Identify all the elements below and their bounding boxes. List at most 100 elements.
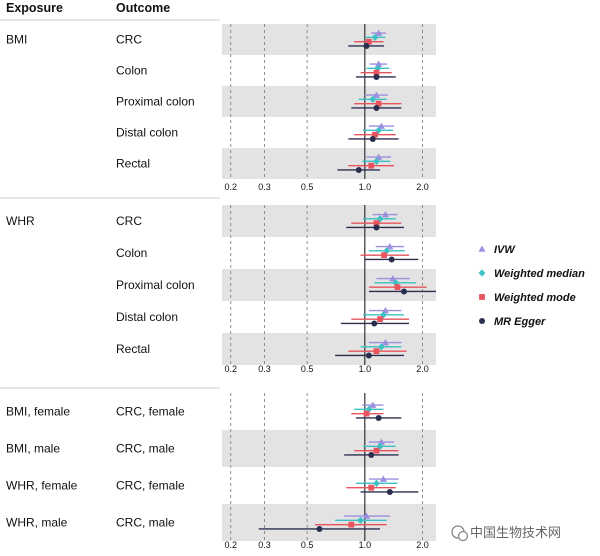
point-estimate [316,525,323,532]
point-estimate [373,479,380,487]
x-tick-label: 1.0 [359,182,372,192]
point-estimate [373,224,380,231]
forest-row: BMI, male CRC, male [6,438,399,458]
x-tick-label: 0.3 [258,364,271,374]
exposure-label: WHR [6,214,35,228]
legend-triangle-icon [478,245,486,252]
outcome-label: CRC [116,214,142,228]
x-tick-label: 1.0 [359,364,372,374]
point-estimate [389,275,397,282]
forest-row: Proximal colon [116,91,402,111]
point-estimate [377,316,383,323]
point-estimate [400,288,407,295]
point-estimate [377,122,385,129]
legend-label: MR Egger [494,316,546,328]
x-tick-label: 0.2 [225,364,238,374]
outcome-label: Distal colon [116,126,178,140]
row-band [222,269,436,301]
forest-row: Colon [116,243,419,263]
x-tick-label: 0.3 [258,540,271,550]
x-tick-label: 2.0 [416,364,429,374]
watermark-text: 中国生物技术网 [470,525,561,540]
point-estimate [373,447,380,454]
point-estimate [373,348,380,355]
point-estimate [381,252,387,259]
point-estimate [373,220,380,227]
point-estimate [363,410,370,417]
x-tick-label: 0.3 [258,182,271,192]
point-estimate [372,131,378,138]
point-estimate [371,320,378,327]
forest-row: Distal colon [116,122,399,142]
outcome-label: Colon [116,64,147,78]
forest-row: WHR CRC [6,211,404,231]
outcome-header: Outcome [116,1,170,15]
exposure-label: BMI, female [6,405,70,419]
exposure-label: BMI [6,33,27,47]
exposure-label: WHR, male [6,516,68,530]
point-estimate [369,135,376,142]
point-estimate [388,256,395,263]
legend-circle-icon [479,318,485,324]
point-estimate [365,352,372,359]
x-tick-label: 0.5 [301,364,314,374]
outcome-label: Rectal [116,342,150,356]
point-estimate [373,69,380,76]
point-estimate [365,38,372,45]
point-estimate [375,414,382,421]
legend-item: MR Egger [479,316,546,328]
legend-label: Weighted median [494,268,585,280]
outcome-label: CRC [116,33,142,47]
point-estimate [375,60,383,67]
row-band [222,148,436,179]
forest-row: BMI CRC [6,29,387,49]
exposure-header: Exposure [6,1,63,15]
legend-square-icon [479,294,485,300]
legend-label: Weighted mode [494,292,576,304]
exposure-label: BMI, male [6,442,60,456]
point-estimate [363,42,370,49]
row-band [222,430,436,467]
row-band [222,504,436,541]
outcome-label: CRC, male [116,442,175,456]
point-estimate [381,211,389,218]
legend-label: IVW [494,244,516,256]
legend-item: Weighted median [478,268,585,280]
panel-2: 0.2 0.3 0.5 1.0 2.0 WHR CRC Colon Proximal colon… [0,205,436,389]
outcome-label: Rectal [116,157,150,171]
forest-row: WHR, female CRC, female [6,475,419,495]
point-estimate [373,157,380,165]
point-estimate [357,516,364,524]
x-tick-label: 2.0 [416,540,429,550]
point-estimate [379,475,388,482]
forest-row: WHR, male CRC, male [6,512,390,532]
watermark: 中国生物技术网 [451,525,561,542]
legend-diamond-icon [478,269,486,277]
forest-row: BMI, female CRC, female [6,401,402,421]
exposure-label: WHR, female [6,479,78,493]
point-estimate [373,104,380,111]
plot-panels: 0.2 0.3 0.5 1.0 2.0 BMI CRC Colon Proximal colon… [0,19,436,550]
legend-item: Weighted mode [479,292,576,304]
point-estimate [375,29,383,36]
legend-item: IVW [478,244,516,256]
forest-row: Colon [116,60,396,80]
point-estimate [371,33,379,41]
point-estimate [368,484,375,491]
x-tick-label: 0.5 [301,182,314,192]
point-estimate [375,126,383,134]
panel-1: 0.2 0.3 0.5 1.0 2.0 BMI CRC Colon Proximal colon… [0,24,436,199]
point-estimate [380,311,387,319]
forest-row: Rectal [116,339,407,359]
point-estimate [348,521,355,528]
point-estimate [369,95,377,103]
point-estimate [375,100,382,107]
x-tick-label: 0.5 [301,540,314,550]
outcome-label: Distal colon [116,310,178,324]
point-estimate [394,284,401,291]
outcome-label: CRC, female [116,479,185,493]
row-band [222,333,436,365]
row-band [222,86,436,117]
